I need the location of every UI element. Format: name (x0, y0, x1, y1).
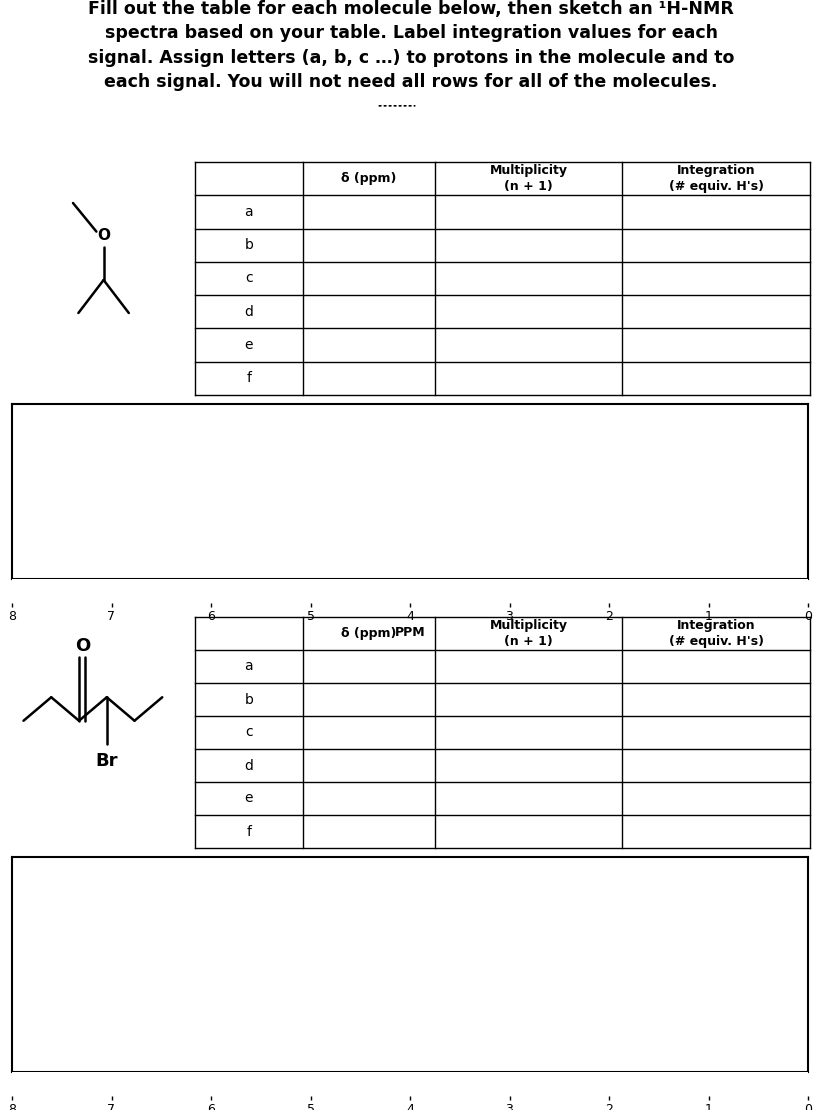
Text: O: O (75, 636, 90, 655)
Text: Br: Br (95, 751, 118, 769)
Text: a: a (244, 205, 253, 219)
Text: Fill out the table for each molecule below, then sketch an ¹H-NMR
spectra based : Fill out the table for each molecule bel… (88, 0, 734, 91)
Text: b: b (244, 693, 253, 706)
Text: Integration
(# equiv. H's): Integration (# equiv. H's) (669, 164, 764, 193)
Text: δ (ppm): δ (ppm) (341, 627, 396, 640)
Text: Multiplicity
(n + 1): Multiplicity (n + 1) (490, 619, 568, 648)
Text: d: d (244, 305, 253, 319)
Text: e: e (245, 791, 253, 806)
Text: Multiplicity
(n + 1): Multiplicity (n + 1) (490, 164, 568, 193)
Text: d: d (244, 758, 253, 773)
Text: a: a (244, 659, 253, 674)
Text: f: f (247, 825, 252, 838)
Text: c: c (245, 272, 252, 285)
Text: e: e (245, 339, 253, 352)
Text: O: O (97, 229, 110, 243)
Text: c: c (245, 726, 252, 739)
X-axis label: PPM: PPM (395, 626, 425, 638)
Text: δ (ppm): δ (ppm) (341, 172, 396, 185)
Text: f: f (247, 372, 252, 385)
Text: Integration
(# equiv. H's): Integration (# equiv. H's) (669, 619, 764, 648)
Text: b: b (244, 239, 253, 252)
